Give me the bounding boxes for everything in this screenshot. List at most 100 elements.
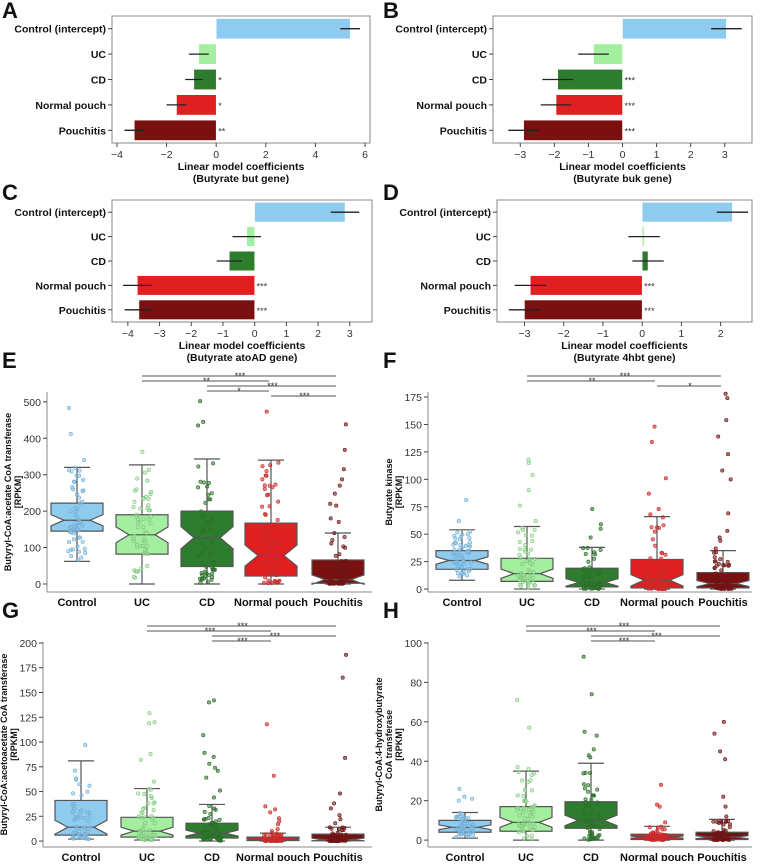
data-point <box>649 586 654 591</box>
y-tick-label: 100 <box>404 638 422 650</box>
outlier-point <box>337 813 342 818</box>
data-point <box>151 801 156 806</box>
y-tick-label: 300 <box>23 470 41 482</box>
data-point <box>661 523 666 528</box>
outlier-point <box>147 711 152 716</box>
data-point <box>71 479 76 484</box>
data-point <box>272 578 277 583</box>
significance-label: *** <box>299 391 310 401</box>
y-tick-label: Normal pouch <box>35 280 106 292</box>
data-point <box>268 463 273 468</box>
data-point <box>270 543 275 548</box>
data-point <box>525 780 530 785</box>
outlier-point <box>273 807 278 812</box>
data-point <box>136 814 141 819</box>
outlier-point <box>721 719 726 724</box>
data-point <box>203 837 208 842</box>
significance-label: *** <box>619 636 630 646</box>
data-point <box>726 819 731 824</box>
y-tick-label: 50 <box>410 529 422 541</box>
x-tick-label: −2 <box>558 328 570 340</box>
outlier-point <box>202 750 207 755</box>
y-tick-label: UC <box>476 232 492 244</box>
data-point <box>205 545 210 550</box>
data-point <box>144 835 149 840</box>
data-point <box>270 485 275 490</box>
data-point <box>725 559 730 564</box>
data-point <box>151 807 156 812</box>
data-point <box>210 571 215 576</box>
x-tick-label: CD <box>204 852 220 861</box>
data-point <box>531 575 536 580</box>
data-point <box>82 546 87 551</box>
data-point <box>146 467 151 472</box>
x-tick-label: 2 <box>688 149 694 161</box>
data-point <box>523 542 528 547</box>
outlier-point <box>723 391 728 396</box>
bar-control-intercept- <box>622 18 727 40</box>
data-point <box>137 835 142 840</box>
x-tick-label: 1 <box>678 328 684 340</box>
bar-normal-pouch <box>137 275 255 296</box>
significance-label: * <box>218 76 222 86</box>
data-point <box>715 585 720 590</box>
data-point <box>205 484 210 489</box>
data-point <box>520 811 525 816</box>
data-point <box>656 587 661 592</box>
significance-label: ** <box>203 376 211 386</box>
data-point <box>141 496 146 501</box>
data-point <box>589 806 594 811</box>
outlier-point <box>724 814 729 819</box>
y-tick-label: 200 <box>23 506 41 518</box>
x-tick-label: 1 <box>654 149 660 161</box>
data-point <box>649 581 654 586</box>
data-point <box>521 829 526 834</box>
data-point <box>209 577 214 582</box>
data-point <box>516 530 521 535</box>
data-point <box>595 812 600 817</box>
outlier-point <box>526 457 531 462</box>
data-point <box>660 567 665 572</box>
x-tick-label: Control <box>442 597 481 609</box>
data-point <box>134 487 139 492</box>
panel-label: A <box>2 0 18 23</box>
data-point <box>457 563 462 568</box>
x-axis-title: Linear model coefficients <box>179 340 306 352</box>
data-point <box>328 562 333 567</box>
data-point <box>208 811 213 816</box>
data-point <box>458 810 463 815</box>
outlier-point <box>728 477 733 482</box>
x-tick-label: −3 <box>514 149 526 161</box>
data-point <box>262 833 267 838</box>
x-tick-label: Normal pouch <box>620 852 694 861</box>
data-point <box>72 537 77 542</box>
data-point <box>521 573 526 578</box>
data-point <box>466 550 471 555</box>
data-point <box>139 566 144 571</box>
outlier-point <box>470 796 475 801</box>
outlier-point <box>148 751 153 756</box>
data-point <box>327 825 332 830</box>
data-point <box>524 799 529 804</box>
y-tick-label: 150 <box>19 688 37 700</box>
outlier-point <box>268 810 273 815</box>
data-point <box>581 574 586 579</box>
data-point <box>200 514 205 519</box>
y-tick-label: 175 <box>19 663 37 675</box>
data-point <box>515 805 520 810</box>
outlier-point <box>152 779 157 784</box>
data-point <box>80 539 85 544</box>
significance-label: ** <box>588 376 596 386</box>
data-point <box>454 567 459 572</box>
data-point <box>459 570 464 575</box>
outlier-point <box>264 409 269 414</box>
data-point <box>266 492 271 497</box>
outlier-point <box>340 477 345 482</box>
outlier-point <box>526 767 531 772</box>
data-point <box>82 816 87 821</box>
data-point <box>527 569 532 574</box>
data-point <box>210 540 215 545</box>
outlier-point <box>527 725 532 730</box>
data-point <box>590 793 595 798</box>
y-axis-title: Butyryl-CoA:acetate CoA transferase [RPKM… <box>3 413 23 571</box>
